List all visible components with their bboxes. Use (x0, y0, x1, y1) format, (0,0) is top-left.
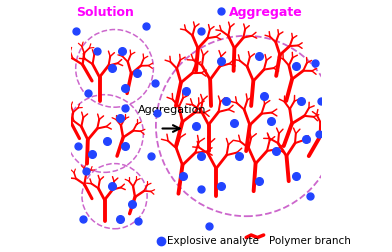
Text: Explosive analyte: Explosive analyte (167, 236, 259, 246)
Text: Aggregation: Aggregation (138, 105, 207, 115)
Text: Polymer branch: Polymer branch (269, 236, 350, 246)
Text: Solution: Solution (76, 6, 134, 19)
Text: Aggregate: Aggregate (229, 6, 302, 19)
